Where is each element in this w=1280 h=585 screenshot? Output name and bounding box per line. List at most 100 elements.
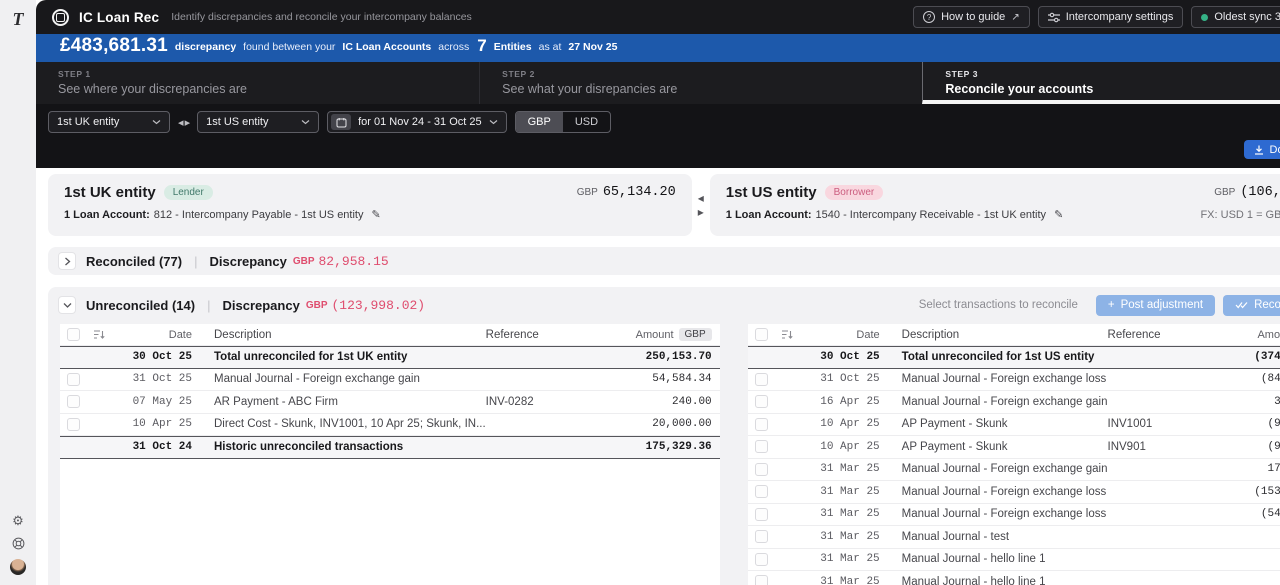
edit-pencil-icon[interactable]: ✎ — [371, 209, 381, 221]
row-description: Manual Journal - hello line 1 — [901, 575, 1046, 585]
row-checkbox[interactable] — [67, 417, 80, 431]
row-checkbox[interactable] — [754, 417, 768, 431]
chevron-down-icon[interactable] — [58, 296, 76, 314]
row-date: 10 Apr 25 — [820, 418, 880, 431]
row-date: 16 Apr 25 — [820, 395, 880, 408]
table-row: 30 Oct 25 Total unreconciled for 1st US e… — [747, 346, 1280, 369]
entity-count: 7 — [477, 36, 487, 55]
post-adjustment-button[interactable]: + Post adjustment — [1095, 294, 1216, 316]
row-checkbox[interactable] — [754, 395, 768, 409]
row-amount: 35,463.86 — [1274, 395, 1280, 408]
row-date: 31 Mar 25 — [820, 553, 880, 566]
table-row: 31 Mar 25 Manual Journal - Foreign exchan… — [747, 459, 1280, 481]
row-checkbox[interactable] — [754, 440, 768, 454]
entity-a-select[interactable]: 1st UK entity — [48, 111, 170, 133]
row-description: Manual Journal - Foreign exchange gain — [214, 373, 420, 386]
entity-balance: 65,134.20 — [602, 185, 676, 200]
row-description: Manual Journal - Foreign exchange loss — [901, 485, 1107, 498]
row-description: Manual Journal - Foreign exchange gain — [901, 463, 1108, 476]
row-amount: 240.00 — [672, 395, 712, 408]
row-amount: 175,329.36 — [645, 441, 712, 454]
table-row: 16 Apr 25 Manual Journal - Foreign exchan… — [747, 391, 1280, 414]
row-amount: (9,877.67) — [1267, 418, 1280, 431]
sync-status-dot — [1201, 13, 1209, 21]
row-description: AR Payment - ABC Firm — [214, 395, 338, 408]
currency-option-gbp[interactable]: GBP — [515, 112, 563, 132]
row-checkbox[interactable] — [754, 575, 768, 585]
lender-badge: Lender — [163, 185, 213, 200]
row-checkbox[interactable] — [67, 372, 80, 386]
row-reference: INV901 — [1107, 440, 1146, 453]
download-xlsx-button[interactable]: Download .xlsx — [1243, 140, 1280, 159]
how-to-guide-button[interactable]: ? How to guide ↗ — [913, 6, 1030, 28]
row-checkbox[interactable] — [754, 507, 768, 521]
table-row: 31 Mar 25 Manual Journal - Foreign exchan… — [747, 504, 1280, 526]
select-all-checkbox[interactable] — [67, 328, 80, 341]
row-amount: (6.10) — [1226, 553, 1280, 565]
edit-pencil-icon[interactable]: ✎ — [1054, 209, 1064, 221]
reconciled-discrepancy-amount: 82,958.15 — [318, 253, 389, 269]
help-lifebuoy-icon[interactable] — [11, 536, 26, 551]
row-checkbox[interactable] — [754, 462, 768, 476]
row-date: 10 Apr 25 — [820, 440, 880, 453]
brand-logo[interactable]: T — [12, 9, 24, 29]
entity-b-select[interactable]: 1st US entity — [197, 111, 320, 133]
row-reference: INV1001 — [1107, 418, 1153, 431]
tab-step-3[interactable]: STEP 3 Reconcile your accounts — [922, 62, 1280, 104]
row-checkbox[interactable] — [754, 485, 768, 499]
row-date: 31 Mar 25 — [820, 508, 880, 521]
loan-account: 1540 - Intercompany Receivable - 1st UK … — [815, 208, 1047, 221]
row-description: Total unreconciled for 1st UK entity — [214, 351, 408, 364]
reconcile-as-button[interactable]: Reconcile as... — [1223, 294, 1280, 316]
select-transactions-hint: Select transactions to reconcile — [918, 299, 1078, 311]
oldest-sync-status[interactable]: Oldest sync 3 months ago — [1191, 6, 1280, 28]
unreconciled-section: Unreconciled (14) | Discrepancy GBP (123… — [48, 287, 1280, 585]
download-icon — [1254, 145, 1264, 155]
table-row: 10 Apr 25 Direct Cost - Skunk, INV1001, 1… — [60, 414, 720, 436]
discrepancy-banner: £483,681.31 discrepancy found between yo… — [36, 34, 1280, 62]
tab-step-1[interactable]: STEP 1 See where your discrepancies are — [58, 69, 247, 96]
row-amount: 170,622.80 — [1267, 463, 1280, 476]
unreconciled-discrepancy-amount: (123,998.02) — [331, 297, 426, 313]
row-date: 31 Oct 25 — [820, 373, 880, 386]
filter-bar: 1st UK entity ◂ ▸ 1st US entity for 01 N… — [36, 104, 1280, 168]
reconciled-section: Reconciled (77) | Discrepancy GBP 82,958… — [48, 247, 1280, 275]
row-amount: (9,117.85) — [1267, 440, 1280, 453]
plus-icon: + — [1107, 299, 1115, 311]
currency-label: GBP — [1214, 187, 1236, 198]
row-date: 31 Mar 25 — [820, 575, 880, 585]
chevron-right-icon[interactable] — [58, 252, 76, 270]
main-area: IC Loan Rec Identify discrepancies and r… — [36, 0, 1280, 585]
row-description: Manual Journal - Foreign exchange loss — [901, 508, 1107, 521]
table-row: 10 Apr 25 AP Payment - Skunk INV901 (9,117.… — [747, 436, 1280, 459]
gear-icon[interactable]: ⚙ — [12, 512, 24, 528]
table-row: 31 Oct 25 Manual Journal - Foreign exchan… — [60, 369, 720, 391]
table-row: 07 May 25 AR Payment - ABC Firm INV-0282 24… — [60, 391, 720, 414]
chevron-down-icon — [152, 119, 161, 125]
row-date: 07 May 25 — [132, 395, 192, 408]
swap-arrows-icon: ◂ ▸ — [697, 191, 704, 219]
currency-option-usd[interactable]: USD — [574, 116, 599, 128]
content-area: 1st UK entity Lender GBP 65,134.20 1 Loa… — [36, 168, 1280, 585]
row-checkbox[interactable] — [754, 372, 768, 386]
row-description: Direct Cost - Skunk, INV1001, 10 Apr 25;… — [214, 418, 486, 431]
row-date: 30 Oct 25 — [820, 351, 880, 364]
table-row: 31 Mar 25 Manual Journal - hello line 1 (6… — [747, 549, 1280, 571]
date-range-select[interactable]: for 01 Nov 24 - 31 Oct 25 — [327, 111, 507, 133]
sort-icon[interactable] — [86, 329, 112, 340]
row-date: 31 Mar 25 — [820, 485, 880, 498]
tab-step-2[interactable]: STEP 2 See what your disrepancies are — [479, 62, 922, 104]
intercompany-settings-button[interactable]: Intercompany settings — [1037, 6, 1184, 28]
sort-icon[interactable] — [774, 329, 800, 340]
row-description: Manual Journal - Foreign exchange loss — [901, 373, 1107, 386]
row-checkbox[interactable] — [754, 552, 768, 566]
row-checkbox[interactable] — [754, 530, 768, 544]
external-link-icon: ↗ — [1011, 11, 1020, 23]
select-all-checkbox[interactable] — [754, 328, 768, 341]
user-avatar[interactable] — [10, 559, 26, 575]
row-checkbox[interactable] — [67, 395, 80, 409]
row-date: 31 Mar 25 — [820, 463, 880, 476]
